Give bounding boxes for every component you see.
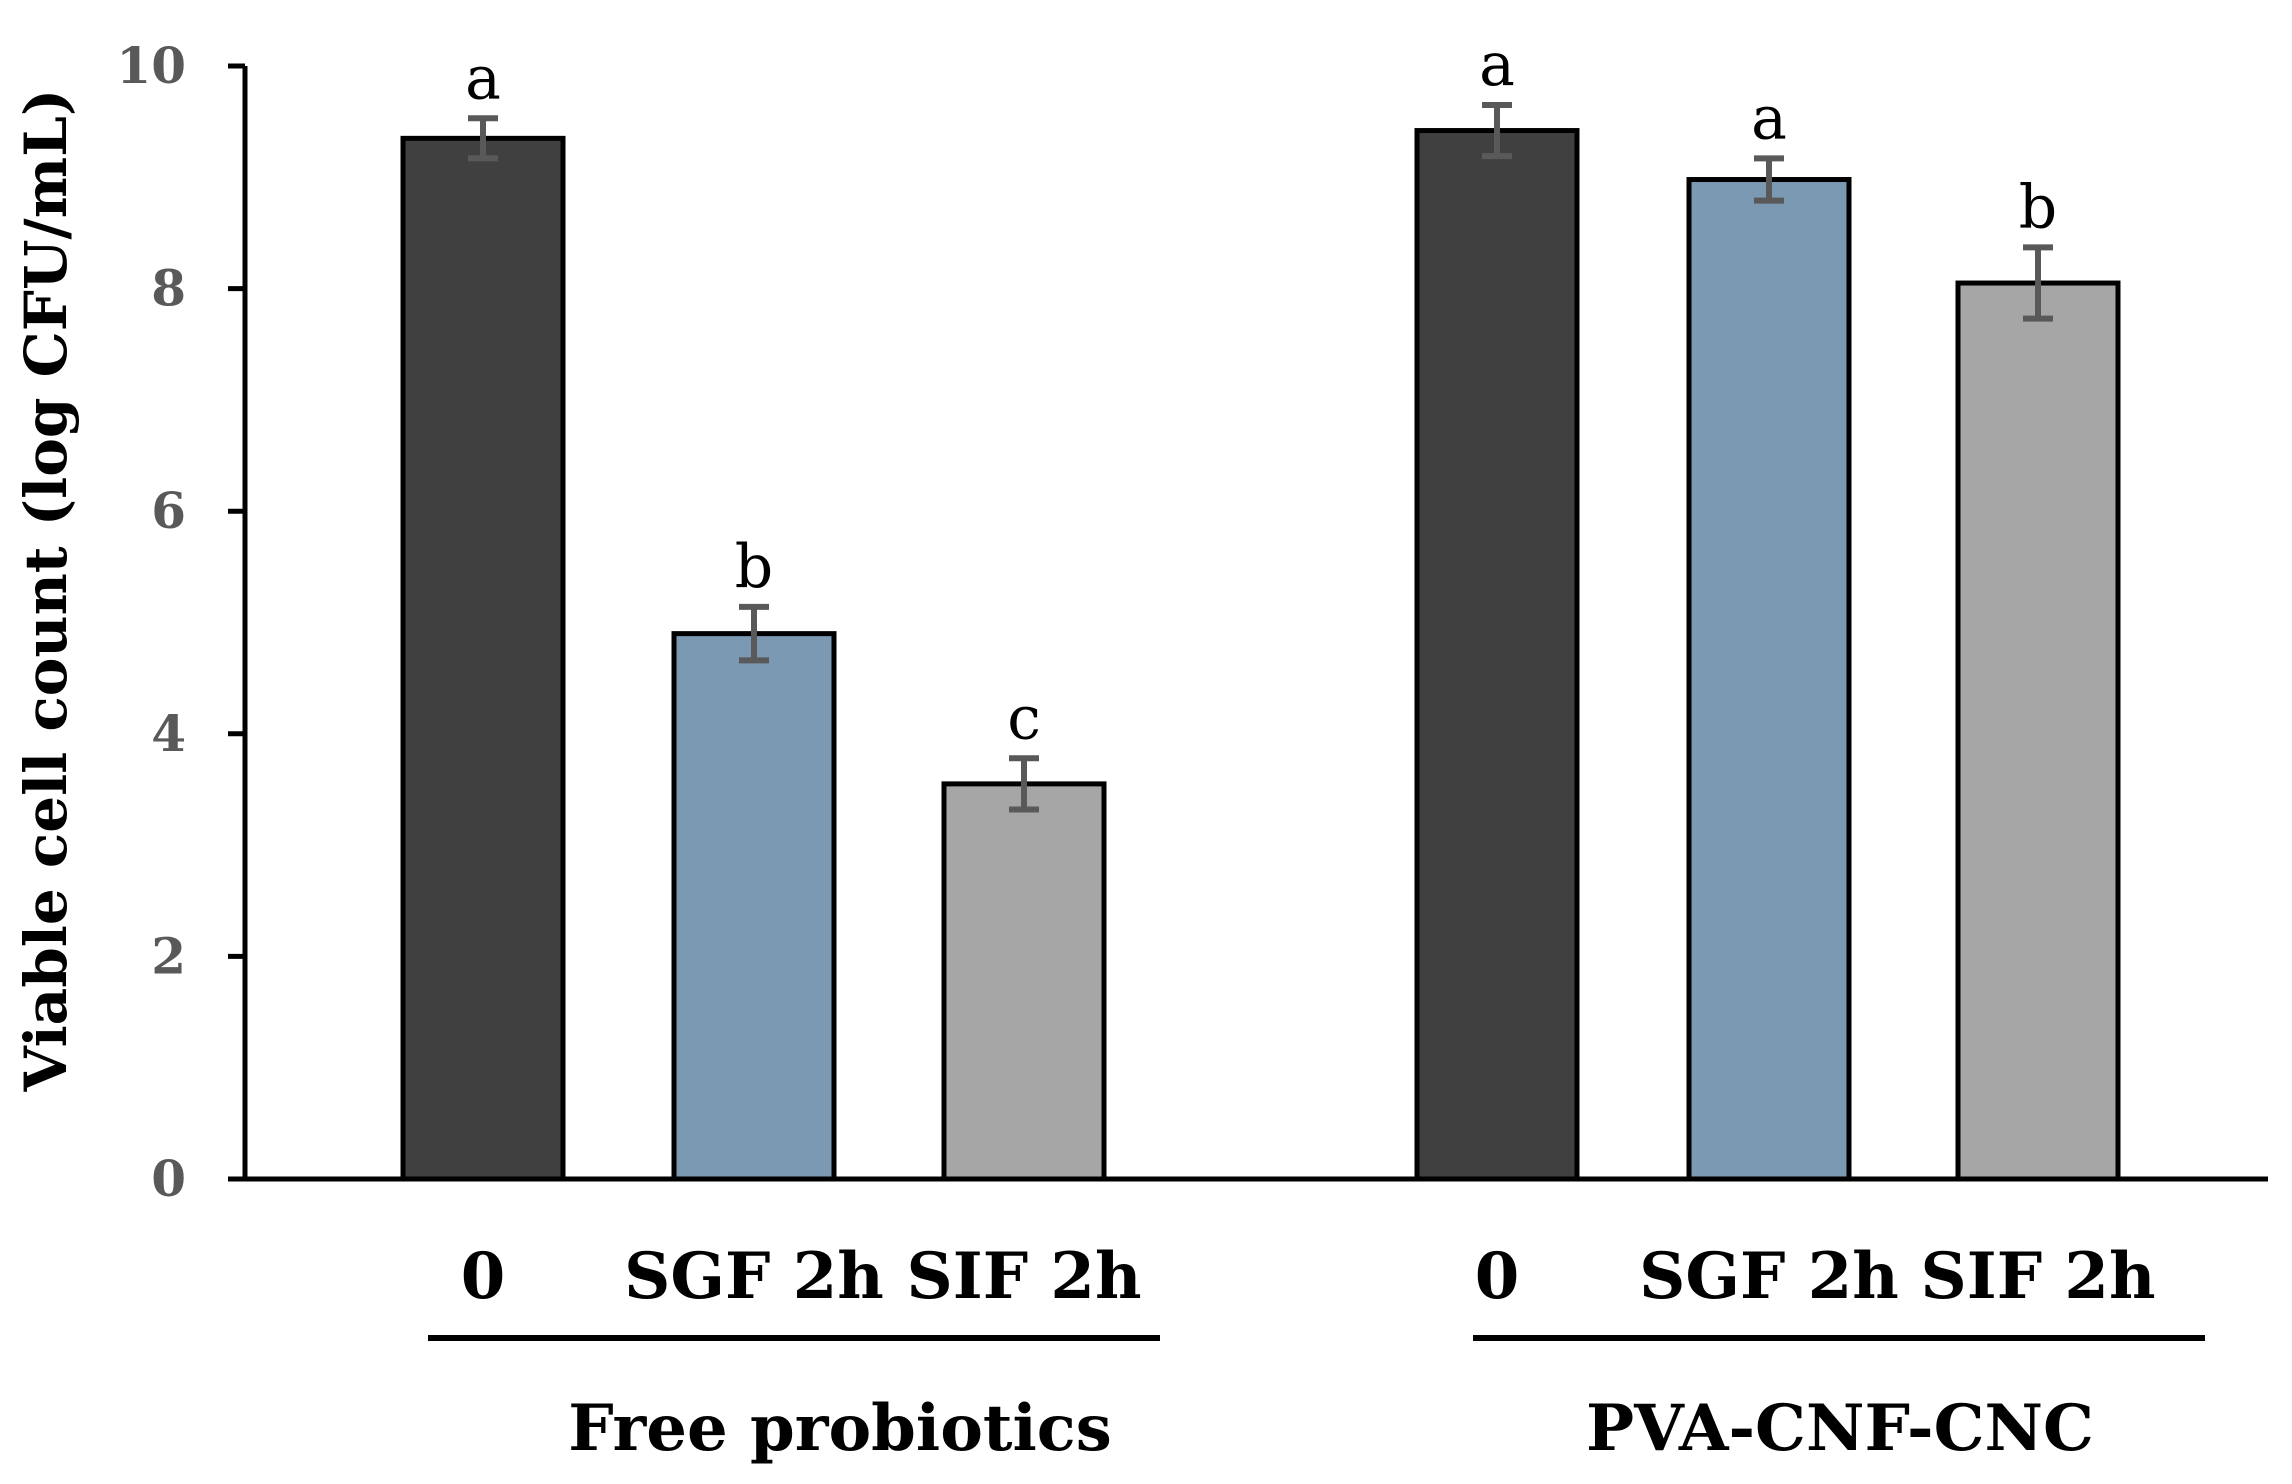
significance-label: a [465,43,501,113]
y-tick-label: 10 [116,36,186,95]
y-tick-label: 0 [151,1149,186,1208]
significance-label: a [1751,83,1787,153]
bar [400,135,566,1182]
y-axis-ticks: 0 2 4 6 8 10 [116,36,245,1208]
y-axis-title: Viable cell count (log CFU/mL) [12,89,80,1093]
bar [1414,128,1580,1182]
bar [1955,280,2121,1182]
significance-label: c [1007,683,1041,753]
y-tick-label: 4 [151,704,186,763]
error-bar [1482,101,1512,160]
significance-label: a [1479,30,1515,100]
significance-label: b [2019,172,2057,242]
x-category-label: 0 [1475,1239,1520,1314]
error-bar [468,115,498,162]
x-category-label: SIF 2h [907,1239,1142,1314]
error-bar [739,603,769,664]
bar [671,631,837,1182]
labels-layer: a 0 b SGF 2h c SIF 2h Free probiotics a 0 a SGF 2h… [428,30,2205,1466]
x-category-label: 0 [461,1239,506,1314]
bar [1686,177,1852,1182]
error-bars-layer [468,101,2053,813]
error-bar [1009,755,1039,813]
bars-layer [400,128,2121,1182]
x-category-label: SGF 2h [624,1239,884,1314]
significance-label: b [735,532,773,602]
y-tick-label: 8 [151,259,186,318]
x-category-label: SGF 2h [1639,1239,1899,1314]
bar [941,781,1107,1182]
y-tick-label: 2 [151,926,186,985]
group-label: PVA-CNF-CNC [1586,1391,2094,1466]
y-tick-label: 6 [151,481,186,540]
group-label: Free probiotics [568,1391,1112,1466]
error-bar [1754,155,1784,204]
error-bar [2023,244,2053,322]
x-category-label: SIF 2h [1921,1239,2156,1314]
